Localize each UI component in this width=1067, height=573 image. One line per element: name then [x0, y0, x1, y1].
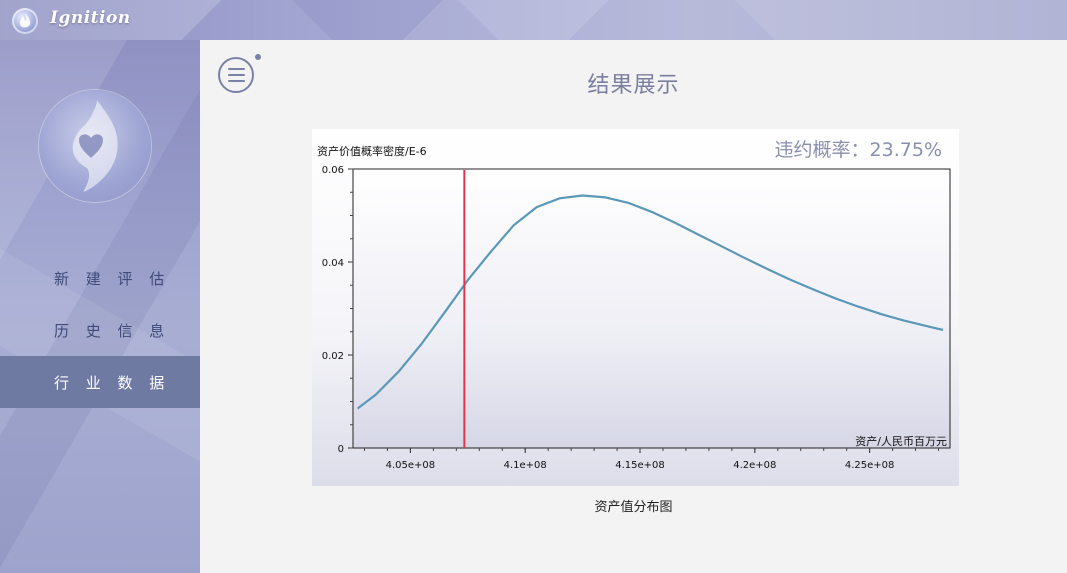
- page-title: 结果展示: [587, 73, 680, 98]
- chart-caption: 资产值分布图: [594, 500, 673, 515]
- sidebar-item-history[interactable]: 历 史 信 息: [54, 321, 171, 340]
- notification-dot: [255, 54, 261, 60]
- y-tick-label: 0.06: [322, 165, 344, 176]
- x-tick-label: 4.25e+08: [845, 460, 895, 471]
- asset-distribution-chart: 0 0.02 0.04 0.06 4.05e+08 4.1e+08 4.15e+08 4.2e…: [312, 129, 959, 486]
- plot-area: [352, 168, 951, 449]
- x-axis-label: 资产/人民币百万元: [855, 435, 947, 448]
- main-panel: 结果展示 0 0.02 0.04 0.06 4.05e+08 4.1e+08 4.15e+0…: [200, 40, 1067, 573]
- y-tick-label: 0.02: [322, 351, 344, 362]
- flame-heart-icon: [39, 90, 151, 202]
- x-tick-label: 4.2e+08: [733, 460, 776, 471]
- x-tick-label: 4.05e+08: [386, 460, 436, 471]
- x-tick-label: 4.1e+08: [504, 460, 547, 471]
- sidebar: 新 建 评 估 历 史 信 息 行 业 数 据: [0, 40, 200, 573]
- x-tick-label: 4.15e+08: [615, 460, 665, 471]
- app-name: Ignition: [50, 8, 131, 28]
- default-probability: 违约概率：23.75%: [774, 139, 942, 161]
- y-axis-label: 资产价值概率密度/E-6: [317, 145, 427, 158]
- chart-canvas: 0 0.02 0.04 0.06 4.05e+08 4.1e+08 4.15e+08 4.2e…: [322, 165, 951, 471]
- sidebar-item-new-assessment[interactable]: 新 建 评 估: [54, 269, 171, 288]
- y-tick-label: 0: [338, 444, 344, 455]
- top-bar: Ignition: [0, 0, 1067, 40]
- flame-logo-icon: [12, 8, 38, 34]
- sidebar-item-industry-data[interactable]: 行 业 数 据: [0, 356, 200, 408]
- y-tick-label: 0.04: [322, 258, 344, 269]
- density-curve: [356, 194, 944, 410]
- menu-icon[interactable]: [218, 57, 254, 93]
